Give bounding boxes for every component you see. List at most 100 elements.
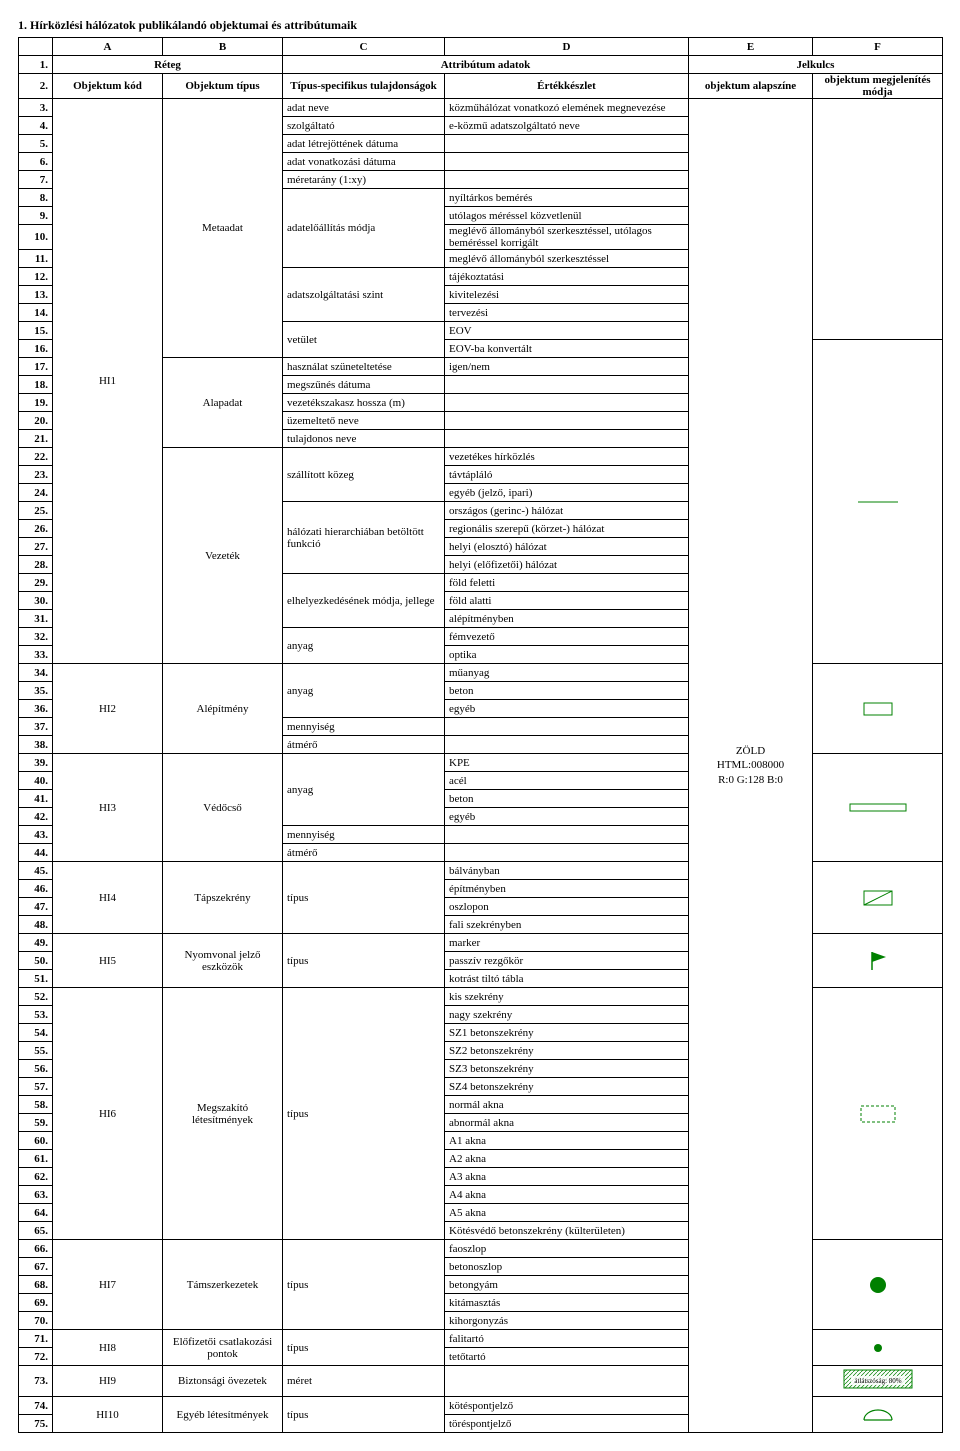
hi2-code: HI2 [53, 664, 163, 754]
hdr-megjmod: objektum megjelenítés módja [813, 74, 943, 99]
header-reteg: Réteg [53, 56, 283, 74]
d-cell: kotrást tiltó tábla [445, 970, 689, 988]
d-cell: kitámasztás [445, 1294, 689, 1312]
d-cell: beton [445, 682, 689, 700]
d-cell: kötéspontjelző [445, 1397, 689, 1415]
c-cell: méret [283, 1366, 445, 1397]
circle-small-symbol [813, 1330, 943, 1366]
d-cell [445, 844, 689, 862]
hdr-objtipus: Objektum típus [163, 74, 283, 99]
svg-text:átlátszóság: 80%: átlátszóság: 80% [854, 1377, 901, 1385]
hi4-code: HI4 [53, 862, 163, 934]
d-cell: betongyám [445, 1276, 689, 1294]
hi1-code: HI1 [53, 99, 163, 664]
hdr-tipspec: Típus-specifikus tulajdonságok [283, 74, 445, 99]
d-cell: faoszlop [445, 1240, 689, 1258]
d-cell: műanyag [445, 664, 689, 682]
c-cell: anyag [283, 664, 445, 718]
c-cell: mennyiség [283, 826, 445, 844]
line-symbol [813, 340, 943, 664]
table-row: A B C D E F [19, 38, 943, 56]
hi9-code: HI9 [53, 1366, 163, 1397]
col-f: F [813, 38, 943, 56]
page-title: 1. Hírközlési hálózatok publikálandó obj… [18, 18, 942, 33]
hi7-code: HI7 [53, 1240, 163, 1330]
alepitmeny-label: Alépítmény [163, 664, 283, 754]
d-cell: tájékoztatási [445, 268, 689, 286]
d-cell: acél [445, 772, 689, 790]
col-a: A [53, 38, 163, 56]
hi3-code: HI3 [53, 754, 163, 862]
d-cell: alépítményben [445, 610, 689, 628]
d-cell: SZ2 betonszekrény [445, 1042, 689, 1060]
c-cell: vezetékszakasz hossza (m) [283, 394, 445, 412]
c-cell: anyag [283, 754, 445, 826]
d-cell: fali szekrényben [445, 916, 689, 934]
c-cell: típus [283, 1397, 445, 1433]
hi6-code: HI6 [53, 988, 163, 1240]
f-blank [813, 99, 943, 340]
c-cell: üzemeltető neve [283, 412, 445, 430]
diagbox-symbol [813, 862, 943, 934]
d-cell: meglévő állományból szerkesztéssel, utól… [445, 225, 689, 250]
d-cell: fémvezető [445, 628, 689, 646]
c-cell: tulajdonos neve [283, 430, 445, 448]
d-cell: EOV [445, 322, 689, 340]
d-cell: Kötésvédő betonszekrény (külterületen) [445, 1222, 689, 1240]
d-cell: kihorgonyzás [445, 1312, 689, 1330]
egyeb-label: Egyéb létesítmények [163, 1397, 283, 1433]
circle-big-symbol [813, 1240, 943, 1330]
d-cell: e-közmű adatszolgáltató neve [445, 117, 689, 135]
c-cell: adat neve [283, 99, 445, 117]
d-cell: tetőtartó [445, 1348, 689, 1366]
d-cell: normál akna [445, 1096, 689, 1114]
d-cell: SZ3 betonszekrény [445, 1060, 689, 1078]
c-cell: mennyiség [283, 718, 445, 736]
d-cell [445, 736, 689, 754]
d-cell: SZ4 betonszekrény [445, 1078, 689, 1096]
col-b: B [163, 38, 283, 56]
c-cell: használat szüneteltetése [283, 358, 445, 376]
c-cell: adatszolgáltatási szint [283, 268, 445, 322]
d-cell: föld feletti [445, 574, 689, 592]
arc-symbol [813, 1397, 943, 1433]
d-cell: igen/nem [445, 358, 689, 376]
d-cell: helyi (előfizetői) hálózat [445, 556, 689, 574]
c-cell: típus [283, 1240, 445, 1330]
c-cell: megszűnés dátuma [283, 376, 445, 394]
dashrect-symbol [813, 988, 943, 1240]
d-cell: optika [445, 646, 689, 664]
c-cell: adat vonatkozási dátuma [283, 153, 445, 171]
d-cell: tervezési [445, 304, 689, 322]
elofizetoi-label: Előfizetői csatlakozási pontok [163, 1330, 283, 1366]
e-color-cell: ZÖLD HTML:008000 R:0 G:128 B:0 [689, 99, 813, 1433]
c-cell: szolgáltató [283, 117, 445, 135]
header-jelkulcs: Jelkulcs [689, 56, 943, 74]
d-cell: bálványban [445, 862, 689, 880]
c-cell: méretarány (1:xy) [283, 171, 445, 189]
c-cell: típus [283, 862, 445, 934]
rect-symbol [813, 664, 943, 754]
col-d: D [445, 38, 689, 56]
d-cell [445, 376, 689, 394]
megszakito-label: Megszakító létesítmények [163, 988, 283, 1240]
c-cell: hálózati hierarchiában betöltött funkció [283, 502, 445, 574]
c-cell: adat létrejöttének dátuma [283, 135, 445, 153]
metaadat-label: Metaadat [163, 99, 283, 358]
d-cell: abnormál akna [445, 1114, 689, 1132]
d-cell: A4 akna [445, 1186, 689, 1204]
d-cell: nyíltárkos bemérés [445, 189, 689, 207]
c-cell: típus [283, 988, 445, 1240]
d-cell: beton [445, 790, 689, 808]
alapadat-label: Alapadat [163, 358, 283, 448]
hi10-code: HI10 [53, 1397, 163, 1433]
c-cell: típus [283, 934, 445, 988]
d-cell [445, 826, 689, 844]
d-cell: oszlopon [445, 898, 689, 916]
col-c: C [283, 38, 445, 56]
d-cell: egyéb (jelző, ipari) [445, 484, 689, 502]
d-cell: vezetékes hírközlés [445, 448, 689, 466]
d-cell: regionális szerepű (körzet-) hálózat [445, 520, 689, 538]
c-cell: elhelyezkedésének módja, jellege [283, 574, 445, 628]
nyomvonal-label: Nyomvonal jelző eszközök [163, 934, 283, 988]
